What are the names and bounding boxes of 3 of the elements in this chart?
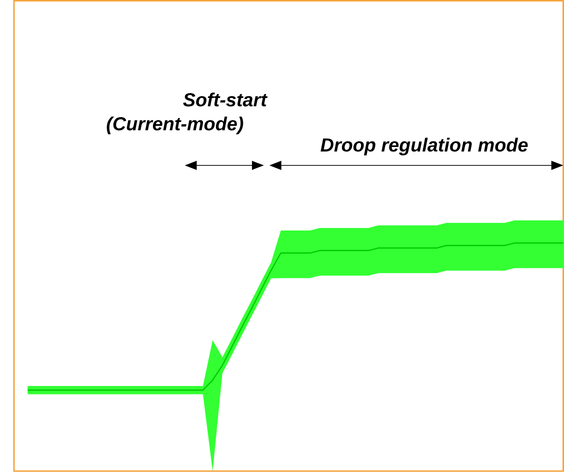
text: Soft-start <box>183 92 268 107</box>
text: (Current-mode) <box>106 116 244 134</box>
text: Droop regulation mode <box>320 138 528 156</box>
